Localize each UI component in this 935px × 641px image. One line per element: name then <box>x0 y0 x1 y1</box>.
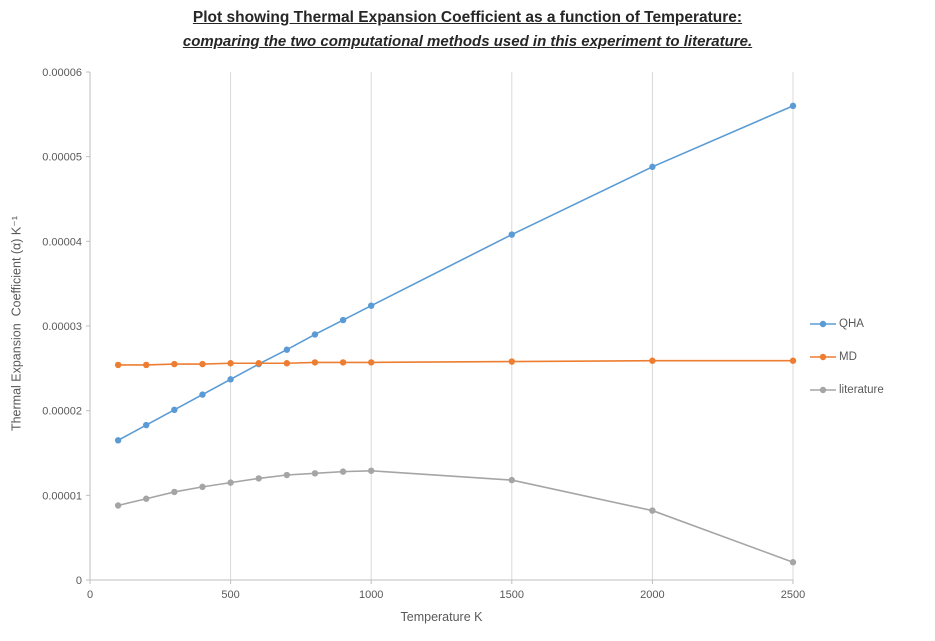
series-line-QHA <box>117 105 794 442</box>
data-point-MD <box>227 360 234 367</box>
data-point-literature <box>339 468 347 475</box>
data-point-QHA <box>171 406 178 414</box>
y-tick-label: 0 <box>76 575 82 587</box>
chart-subtitle: comparing the two computational methods … <box>182 32 753 50</box>
data-point-literature <box>789 559 797 566</box>
y-tick-label: 0.00002 <box>42 406 82 418</box>
legend: QHA MD literature <box>810 318 884 417</box>
data-point-literature <box>227 479 234 486</box>
data-point-MD <box>311 359 319 366</box>
data-point-literature <box>114 502 122 509</box>
data-point-MD <box>789 357 797 364</box>
legend-label: QHA <box>839 318 864 330</box>
data-point-literature <box>143 495 150 502</box>
data-point-QHA <box>199 391 206 398</box>
series-line-literature <box>117 469 794 563</box>
legend-marker-MD <box>810 353 836 361</box>
data-point-literature <box>171 488 178 496</box>
y-axis-title: Thermal Expansion Coefficient (α) K⁻¹ <box>9 215 24 432</box>
data-point-literature <box>649 507 656 514</box>
x-tick-label: 2000 <box>640 589 664 601</box>
legend-marker-literature <box>810 386 836 394</box>
legend-item-literature: literature <box>810 384 884 396</box>
data-point-literature <box>311 470 319 477</box>
data-point-QHA <box>789 102 797 110</box>
data-point-MD <box>368 359 375 366</box>
data-point-literature <box>255 475 262 482</box>
data-point-MD <box>283 360 291 367</box>
data-point-MD <box>199 360 206 368</box>
data-point-MD <box>114 361 122 369</box>
y-tick-label: 0.00001 <box>42 490 82 502</box>
x-tick-label: 0 <box>87 589 93 601</box>
legend-label: literature <box>839 384 884 396</box>
data-point-QHA <box>311 331 319 338</box>
data-point-MD <box>143 361 150 369</box>
x-tick-label: 1000 <box>359 589 383 601</box>
data-point-MD <box>255 360 262 367</box>
data-point-MD <box>649 357 656 364</box>
chart-title: Plot showing Thermal Expansion Coefficie… <box>192 9 743 26</box>
x-axis-title: Temperature K <box>400 610 483 624</box>
data-point-MD <box>339 359 347 366</box>
legend-item-MD: MD <box>810 351 884 363</box>
data-point-QHA <box>508 231 515 238</box>
y-tick-label: 0.00004 <box>42 236 82 248</box>
data-point-QHA <box>368 302 375 309</box>
chart-title-block: Plot showing Thermal Expansion Coefficie… <box>0 6 935 53</box>
data-point-QHA <box>114 437 122 444</box>
legend-marker-QHA <box>810 320 836 328</box>
data-point-MD <box>171 360 178 368</box>
data-point-literature <box>199 483 206 491</box>
x-tick-label: 2500 <box>781 589 805 601</box>
data-point-QHA <box>143 421 150 429</box>
legend-label: MD <box>839 351 857 363</box>
y-tick-label: 0.00006 <box>42 67 82 79</box>
data-point-QHA <box>227 376 234 383</box>
data-point-QHA <box>283 346 291 353</box>
data-point-MD <box>508 358 515 365</box>
y-tick-label: 0.00003 <box>42 321 82 333</box>
x-tick-label: 1500 <box>500 589 524 601</box>
data-point-literature <box>508 476 515 484</box>
y-tick-label: 0.00005 <box>42 152 82 164</box>
data-point-QHA <box>649 163 656 171</box>
data-point-QHA <box>339 316 347 324</box>
legend-item-QHA: QHA <box>810 318 884 330</box>
x-tick-label: 500 <box>221 589 239 601</box>
series-line-MD <box>118 359 793 366</box>
data-point-literature <box>283 471 291 479</box>
data-point-literature <box>368 467 375 474</box>
